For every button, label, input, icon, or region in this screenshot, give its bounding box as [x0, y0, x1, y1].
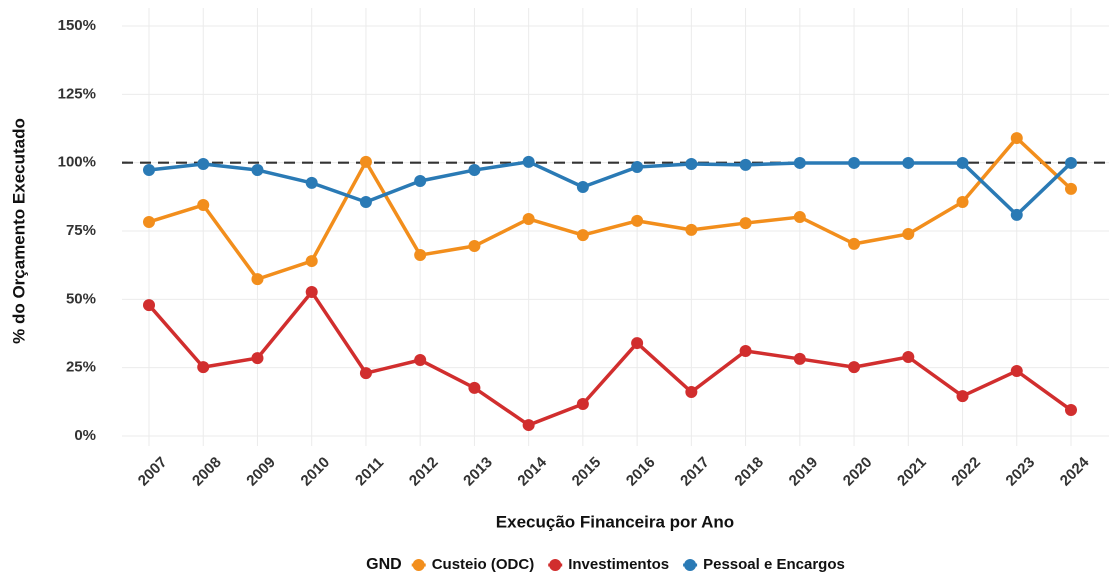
data-point [359, 155, 372, 168]
data-point [576, 229, 589, 242]
series-line [148, 160, 1073, 217]
x-tick-label: 2023 [1003, 454, 1039, 490]
x-tick-label: 2024 [1057, 453, 1093, 489]
legend-title: GND [366, 556, 402, 573]
x-tick-label: 2011 [352, 454, 387, 489]
data-point [739, 217, 752, 230]
data-point [956, 390, 969, 403]
data-point [631, 161, 644, 174]
data-point [1010, 364, 1023, 377]
data-point [956, 196, 969, 209]
x-tick-label: 2019 [786, 454, 822, 490]
data-point [1010, 132, 1023, 145]
data-point [414, 354, 427, 367]
data-point [576, 180, 589, 193]
x-tick-label: 2021 [894, 454, 930, 490]
data-point [414, 249, 427, 262]
data-point [251, 352, 264, 365]
data-point [902, 228, 915, 241]
data-point [631, 337, 644, 350]
data-point [468, 164, 481, 177]
data-point [685, 385, 698, 398]
data-point [902, 156, 915, 169]
data-point [197, 199, 210, 212]
data-point [1065, 404, 1077, 417]
legend-label: Investimentos [568, 556, 669, 573]
y-tick-label: 125% [58, 85, 96, 102]
data-point [143, 215, 155, 228]
x-axis-title: Execução Financeira por Ano [496, 512, 734, 531]
series-line [147, 290, 1073, 427]
data-point [522, 419, 535, 432]
x-tick-label: 2018 [731, 454, 767, 490]
x-tick-label: 2010 [298, 454, 334, 490]
y-axis-title: % do Orçamento Executado [9, 118, 28, 344]
data-point [468, 240, 481, 253]
y-tick-label: 150% [58, 17, 96, 34]
x-tick-label: 2007 [135, 454, 171, 490]
x-tick-label: 2008 [189, 454, 225, 490]
data-point [522, 155, 535, 168]
data-point [1010, 208, 1023, 221]
x-tick-label: 2022 [948, 454, 984, 490]
y-tick-label: 100% [58, 154, 96, 171]
data-point [739, 344, 752, 357]
y-tick-label: 75% [66, 222, 96, 239]
data-point [576, 398, 589, 411]
data-point [739, 158, 752, 171]
data-point [522, 212, 535, 225]
x-tick-label: 2013 [460, 454, 496, 490]
data-point [848, 361, 861, 374]
data-point [848, 156, 861, 169]
x-tick-label: 2015 [569, 454, 605, 490]
x-tick-label: 2009 [243, 454, 279, 490]
x-tick-label: 2017 [677, 454, 713, 490]
x-tick-label: 2012 [406, 454, 442, 490]
data-point [1065, 182, 1077, 195]
data-point [143, 164, 155, 177]
data-point [793, 156, 806, 169]
data-point [251, 273, 264, 286]
y-tick-label: 0% [74, 427, 96, 444]
data-point [414, 174, 427, 187]
x-tick-label: 2014 [514, 453, 550, 489]
data-point [251, 164, 264, 177]
data-point [468, 381, 481, 394]
x-tick-label: 2020 [840, 454, 876, 490]
data-point [359, 196, 372, 209]
data-point [305, 176, 318, 189]
data-point [197, 158, 210, 171]
data-point [793, 211, 806, 224]
legend: GND Custeio (ODC) Investimentos Pessoal e E… [366, 556, 845, 573]
data-point [793, 352, 806, 365]
data-point [1065, 156, 1077, 169]
data-point [685, 158, 698, 171]
x-tick-label: 2016 [623, 454, 659, 490]
data-point [305, 285, 318, 298]
data-point [902, 351, 915, 364]
data-point [359, 367, 372, 380]
legend-label: Pessoal e Encargos [703, 556, 845, 573]
data-point [848, 237, 861, 250]
y-tick-label: 50% [66, 290, 96, 307]
data-point [631, 214, 644, 227]
data-point [956, 156, 969, 169]
series-line [148, 136, 1073, 281]
data-point [305, 255, 318, 268]
data-point [197, 361, 210, 374]
legend-label: Custeio (ODC) [432, 556, 535, 573]
data-point [685, 223, 698, 236]
y-tick-label: 25% [66, 359, 96, 376]
data-point [143, 299, 155, 312]
